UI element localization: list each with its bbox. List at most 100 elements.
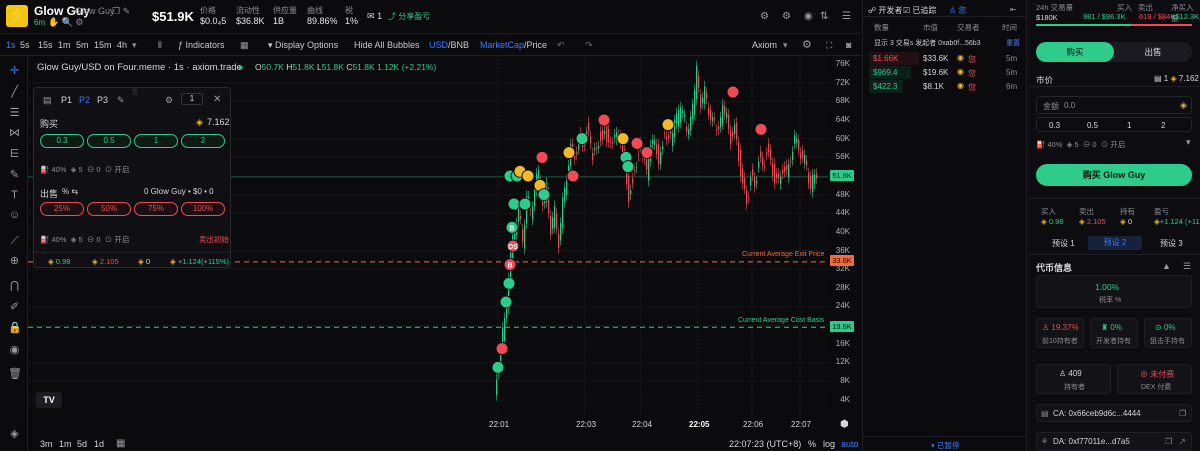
- calendar-icon[interactable]: ▦: [116, 438, 126, 449]
- chart-settings-icon[interactable]: ⚙: [802, 39, 812, 51]
- copy-icon[interactable]: ❐ ✎: [112, 6, 131, 16]
- range-5d[interactable]: 5d: [77, 439, 88, 449]
- tab-developer[interactable]: ☍ 开发者: [868, 6, 903, 15]
- indicators-button[interactable]: ƒ Indicators: [178, 40, 225, 50]
- price-axis[interactable]: 76K72K68K64K60K56K52K48K44K40K36K32K28K2…: [828, 56, 862, 436]
- sort-icon[interactable]: ⇅: [820, 11, 829, 22]
- drag-handle-icon[interactable]: ⠿: [132, 88, 138, 97]
- layers-icon[interactable]: ◈: [10, 428, 19, 440]
- zoom-icon[interactable]: ⊕: [9, 255, 20, 267]
- range-1d[interactable]: 1d: [94, 439, 105, 449]
- auto-toggle[interactable]: auto: [841, 439, 859, 449]
- edit-icon[interactable]: ✎: [117, 95, 125, 105]
- close-icon[interactable]: ✕: [213, 94, 222, 105]
- tab-p3[interactable]: P3: [97, 95, 109, 105]
- quick-amount-button[interactable]: 0.5: [1087, 121, 1099, 130]
- candle-type-icon[interactable]: ⫴: [158, 40, 162, 50]
- interval-dropdown-icon[interactable]: ▾: [132, 40, 137, 50]
- lock-icon[interactable]: 🔒: [8, 322, 22, 334]
- currency-toggle[interactable]: USD/BNB: [429, 40, 470, 50]
- contract-address[interactable]: ▤ CA: 0x66ceb9d6c...4444 ❐: [1036, 404, 1192, 422]
- settings-icon[interactable]: ⚙: [760, 11, 769, 22]
- fullscreen-icon[interactable]: ⛶: [826, 40, 833, 50]
- buy-settings[interactable]: ⛽ 40% ◈ 5 ⊖ 0 ⊙ 开启: [40, 165, 130, 174]
- order-type-market[interactable]: 市价: [1036, 75, 1054, 85]
- redo-icon[interactable]: ↷: [585, 40, 593, 50]
- trade-row[interactable]: $422.3 $8.1K ◉ 您 6m: [863, 80, 1028, 93]
- sell-percent-button[interactable]: 75%: [134, 202, 178, 216]
- sell-percent-button[interactable]: 50%: [87, 202, 131, 216]
- preset-1-tab[interactable]: 预设 1: [1052, 239, 1075, 248]
- sell-percent-button[interactable]: 25%: [40, 202, 84, 216]
- deployer-address[interactable]: ⚘ DA: 0xf77011e...d7a5 ❐ ↗: [1036, 432, 1192, 451]
- paused-indicator[interactable]: ⏸ 已暂停: [931, 441, 960, 450]
- tab-p2[interactable]: P2: [79, 95, 91, 105]
- range-1m[interactable]: 1m: [59, 439, 72, 449]
- info-expand-icon[interactable]: ▲: [1162, 261, 1171, 271]
- ruler-icon[interactable]: ⟋: [10, 235, 19, 247]
- brush-icon[interactable]: ✎: [9, 169, 20, 181]
- text-icon[interactable]: T: [11, 189, 18, 201]
- percent-toggle[interactable]: %: [808, 439, 817, 449]
- collapse-icon[interactable]: ⇤: [1010, 5, 1017, 14]
- brand-dropdown-icon[interactable]: ▾: [783, 40, 788, 50]
- quick-amount-button[interactable]: 1: [1127, 121, 1132, 130]
- amount-field[interactable]: 金额 0.0 ◈: [1036, 96, 1192, 114]
- tab-sell[interactable]: 出售: [1144, 47, 1162, 57]
- settings-dot-icon[interactable]: ⬢: [840, 419, 849, 430]
- pattern-icon[interactable]: ⋈: [9, 127, 20, 139]
- buy-settings[interactable]: ⛽ 40% ◈ 5 ⊖ 0 ⊙ 开启: [1036, 140, 1126, 149]
- trade-row[interactable]: $969.4 $19.6K ◉ 您 5m: [863, 66, 1028, 79]
- col-trader[interactable]: 交易者: [957, 23, 980, 32]
- hide-bubbles-button[interactable]: Hide All Bubbles: [354, 40, 420, 50]
- buy-amount-button[interactable]: 0.3: [40, 134, 84, 148]
- eye-icon[interactable]: ◉: [9, 344, 20, 356]
- range-3m[interactable]: 3m: [40, 439, 53, 449]
- preset-2-tab[interactable]: 预设 2: [1088, 236, 1142, 250]
- social-icons[interactable]: ✋ 🔍 ⚙: [48, 17, 84, 27]
- interval-1m[interactable]: 1m: [58, 40, 71, 50]
- panel-settings-icon[interactable]: ⚙: [165, 95, 174, 105]
- sell-percent-toggle[interactable]: % ⇆: [62, 187, 79, 196]
- emoji-icon[interactable]: ☺: [8, 209, 21, 221]
- info-menu-icon[interactable]: ☰: [1183, 261, 1192, 271]
- interval-15s[interactable]: 15s: [38, 40, 53, 50]
- interval-4h[interactable]: 4h: [117, 40, 128, 50]
- tab-buy[interactable]: 购买: [1036, 42, 1114, 62]
- buy-amount-button[interactable]: 1: [134, 134, 178, 148]
- quick-amount-button[interactable]: 0.3: [1049, 121, 1061, 130]
- coin-icon[interactable]: ◉: [804, 11, 813, 22]
- horizontal-lines-icon[interactable]: ☰: [9, 107, 20, 119]
- tab-tracked[interactable]: ☑ 已追踪: [903, 6, 937, 15]
- magnet-icon[interactable]: ⋂: [9, 280, 20, 292]
- reset-filter-button[interactable]: 重置: [1006, 40, 1020, 47]
- tab-you[interactable]: ♙ 您: [949, 6, 967, 15]
- mcap-price-toggle[interactable]: MarketCap/Price: [480, 40, 548, 50]
- interval-5m[interactable]: 5m: [76, 40, 89, 50]
- lock-draw-icon[interactable]: ✐: [9, 301, 20, 313]
- interval-15m[interactable]: 15m: [94, 40, 112, 50]
- camera-icon[interactable]: ◙: [846, 40, 852, 50]
- buy-token-button[interactable]: 购买 Glow Guy: [1036, 164, 1192, 186]
- quick-amount-button[interactable]: 2: [1161, 121, 1166, 130]
- interval-5s[interactable]: 5s: [20, 40, 30, 50]
- buy-amount-button[interactable]: 2: [181, 134, 225, 148]
- undo-icon[interactable]: ↶: [557, 40, 565, 50]
- wallet-icon[interactable]: ▤: [43, 95, 52, 105]
- trade-row[interactable]: $1.66K $33.6K ◉ 您 5m: [863, 52, 1028, 65]
- external-link-icon[interactable]: ↗: [1179, 437, 1186, 446]
- tab-p1[interactable]: P1: [61, 95, 73, 105]
- fib-icon[interactable]: ⋿: [9, 148, 20, 160]
- col-time[interactable]: 时间: [1002, 23, 1017, 32]
- crosshair-icon[interactable]: ✛: [9, 65, 20, 77]
- interval-1s[interactable]: 1s: [6, 40, 16, 50]
- copy-icon[interactable]: ❐: [1179, 409, 1187, 418]
- buy-amount-button[interactable]: 0.5: [87, 134, 131, 148]
- toggle-icon[interactable]: ⚙: [782, 11, 791, 22]
- sell-initial-button[interactable]: 卖出初始: [199, 235, 229, 244]
- copy-icon[interactable]: ❐: [1165, 437, 1173, 446]
- col-amount[interactable]: 数量: [874, 23, 889, 32]
- page-counter[interactable]: 1: [181, 93, 203, 105]
- trendline-icon[interactable]: ╱: [11, 86, 18, 98]
- preset-3-tab[interactable]: 预设 3: [1160, 239, 1183, 248]
